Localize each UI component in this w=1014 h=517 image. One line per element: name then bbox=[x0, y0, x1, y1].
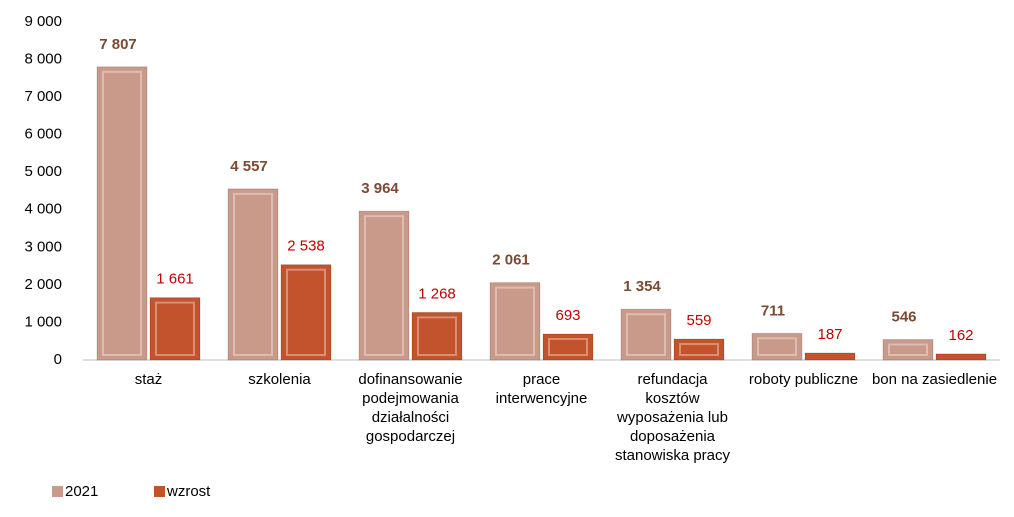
legend-swatch bbox=[154, 486, 165, 497]
bar-bevel bbox=[417, 316, 457, 356]
data-label: 1 661 bbox=[156, 271, 194, 288]
x-tick-label: dofinansowanie podejmowania działalności… bbox=[358, 371, 463, 445]
data-label: 1 354 bbox=[623, 278, 661, 295]
data-label: 2 538 bbox=[287, 238, 325, 255]
bar bbox=[542, 333, 594, 361]
y-tick-label: 2 000 bbox=[24, 276, 62, 293]
y-tick-label: 9 000 bbox=[24, 13, 62, 30]
bar-bevel bbox=[626, 313, 666, 357]
bar bbox=[804, 352, 856, 361]
bar bbox=[358, 210, 410, 361]
bar bbox=[280, 264, 332, 361]
legend-label: wzrost bbox=[166, 483, 211, 500]
data-label: 546 bbox=[891, 308, 916, 325]
bar bbox=[620, 308, 672, 361]
data-label: 187 bbox=[817, 326, 842, 343]
x-tick-label: refundacja kosztów wyposażenia lub dopos… bbox=[614, 371, 731, 464]
data-label: 711 bbox=[761, 302, 785, 319]
data-label: 7 807 bbox=[99, 36, 137, 53]
bar-bevel bbox=[757, 337, 797, 357]
y-tick-label: 0 bbox=[54, 351, 62, 368]
y-tick-label: 1 000 bbox=[24, 313, 62, 330]
data-label: 693 bbox=[555, 307, 580, 324]
x-tick-label: bon na zasiedlenie bbox=[871, 371, 998, 388]
legend-label: 2021 bbox=[65, 483, 98, 500]
legend-swatch bbox=[52, 486, 63, 497]
y-tick-label: 3 000 bbox=[24, 238, 62, 255]
data-label: 559 bbox=[686, 312, 711, 329]
bar-bevel bbox=[679, 343, 719, 356]
y-tick-label: 6 000 bbox=[24, 126, 62, 143]
data-label: 4 557 bbox=[230, 158, 268, 175]
data-label: 3 964 bbox=[361, 180, 399, 197]
bar-bevel bbox=[155, 301, 195, 356]
y-tick-label: 4 000 bbox=[24, 201, 62, 218]
x-tick-label: staż bbox=[134, 371, 163, 388]
x-tick-label: szkolenia bbox=[248, 371, 311, 388]
bar bbox=[489, 282, 541, 361]
bar bbox=[882, 338, 934, 361]
bar-bevel bbox=[548, 337, 588, 356]
bar-bevel bbox=[102, 70, 142, 357]
x-tick-label: roboty publiczne bbox=[748, 371, 859, 388]
bar-bevel bbox=[286, 268, 326, 356]
bar bbox=[96, 66, 148, 361]
bar-bevel bbox=[364, 215, 404, 356]
bar bbox=[149, 297, 201, 361]
data-label: 1 268 bbox=[418, 285, 456, 302]
x-tick-label: prace interwencyjne bbox=[495, 371, 588, 407]
data-label: 162 bbox=[948, 327, 973, 344]
bar bbox=[751, 332, 803, 361]
bar bbox=[227, 188, 279, 361]
bar bbox=[935, 353, 987, 361]
bar-bevel bbox=[495, 286, 535, 356]
y-tick-label: 5 000 bbox=[24, 163, 62, 180]
bar-bevel bbox=[233, 192, 273, 356]
data-label: 2 061 bbox=[492, 252, 530, 269]
bar-bevel bbox=[888, 343, 928, 356]
bar bbox=[411, 311, 463, 361]
y-tick-label: 8 000 bbox=[24, 51, 62, 68]
y-tick-label: 7 000 bbox=[24, 88, 62, 105]
bar bbox=[673, 338, 725, 361]
